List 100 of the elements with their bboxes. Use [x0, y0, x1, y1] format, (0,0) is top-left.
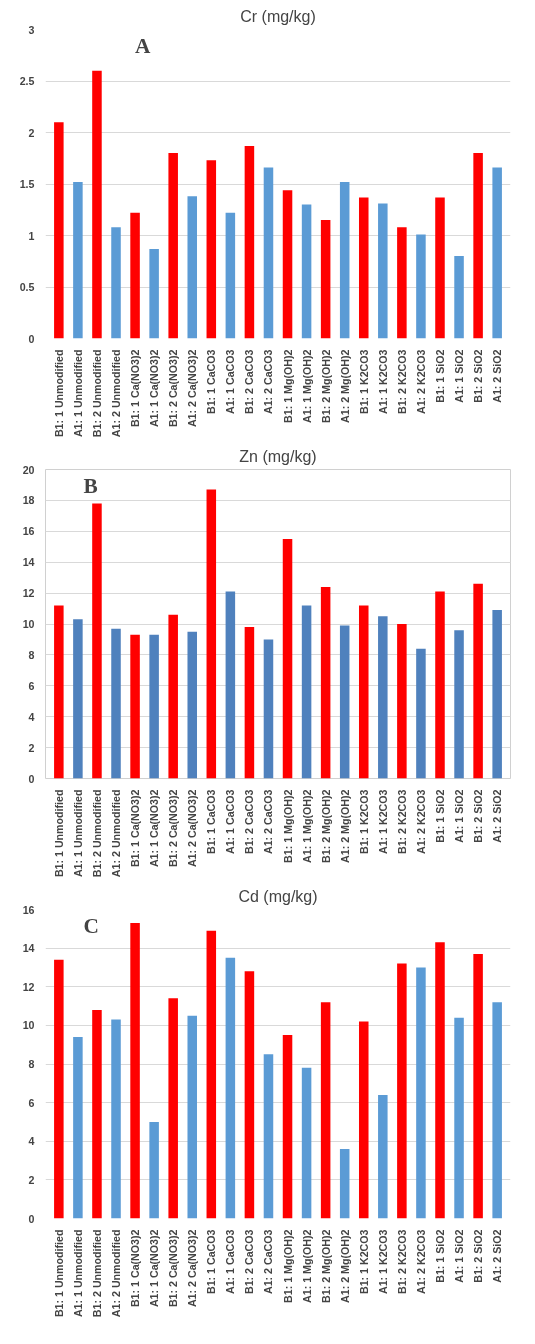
bar — [244, 145, 255, 339]
bar — [187, 196, 198, 339]
x-tick-label: B1: 1 Ca(NO3)2 — [129, 789, 142, 868]
bar — [244, 971, 255, 1219]
bar — [435, 197, 445, 339]
bar — [378, 616, 388, 779]
x-tick-label: B1: 2 SiO2 — [472, 1229, 485, 1283]
x-tick-label: B1: 1 Mg(OH)2 — [281, 1229, 294, 1303]
x-tick-label: B1: 2 Mg(OH)2 — [319, 789, 332, 863]
x-tick-label: A1: 2 Ca(NO3)2 — [186, 349, 199, 428]
bar — [244, 627, 255, 779]
y-tick-label: 4 — [28, 1135, 35, 1148]
x-tick-label: A1: 1 Ca(NO3)2 — [148, 789, 161, 868]
x-tick-label: B1: 2 K2CO3 — [395, 349, 408, 415]
x-tick-label: A1: 1 Ca(NO3)2 — [148, 349, 161, 428]
bar — [301, 204, 312, 339]
x-tick-label: A1: 2 Mg(OH)2 — [338, 349, 351, 423]
x-tick-label: B1: 1 Unmodified — [52, 349, 65, 438]
bar — [206, 489, 217, 779]
bar — [263, 639, 274, 779]
x-tick-label: A1: 2 CaCO3 — [262, 1229, 275, 1295]
bar — [149, 634, 159, 779]
x-tick-label: B1: 2 Mg(OH)2 — [319, 349, 332, 423]
bar — [130, 634, 140, 779]
x-tick-label: A1: 2 K2CO3 — [414, 1229, 427, 1295]
x-tick-label: A1: 1 SiO2 — [453, 789, 466, 843]
y-tick-label: 0.5 — [19, 281, 35, 293]
x-tick-label: A1: 1 SiO2 — [453, 349, 466, 403]
y-tick-label: 1 — [28, 229, 35, 242]
y-tick-label: 18 — [22, 494, 35, 507]
x-tick-label: A1: 1 Unmodified — [71, 1229, 84, 1318]
bar — [320, 586, 331, 779]
bar — [473, 953, 483, 1219]
bar — [54, 605, 64, 779]
bar — [358, 605, 369, 779]
x-tick-label: A1: 1 SiO2 — [453, 1229, 466, 1283]
bar — [263, 1054, 274, 1219]
bar — [473, 153, 483, 339]
x-tick-label: A1: 2 Unmodified — [110, 1229, 123, 1318]
y-tick-label: 3 — [28, 23, 35, 36]
y-tick-label: 14 — [22, 942, 35, 955]
x-tick-label: B1: 2 Ca(NO3)2 — [167, 1229, 180, 1308]
x-tick-label: A1: 1 Mg(OH)2 — [300, 349, 313, 423]
bar — [282, 539, 293, 779]
bar — [339, 181, 350, 339]
y-tick-label: 16 — [22, 903, 35, 916]
x-tick-label: B1: 1 CaCO3 — [205, 789, 218, 855]
x-tick-label: B1: 2 SiO2 — [472, 789, 485, 843]
x-tick-label: B1: 2 Unmodified — [90, 349, 103, 438]
bar — [54, 959, 64, 1219]
y-tick-label: 12 — [22, 980, 35, 993]
bar — [454, 256, 464, 339]
y-tick-label: 2 — [28, 1173, 35, 1186]
bar — [111, 628, 121, 779]
bar — [301, 605, 312, 779]
bar — [416, 234, 426, 339]
x-tick-label: B1: 2 Ca(NO3)2 — [167, 789, 180, 868]
x-tick-label: B1: 2 Mg(OH)2 — [319, 1229, 332, 1303]
bar — [92, 503, 102, 779]
x-tick-label: B1: 1 Unmodified — [52, 1229, 65, 1318]
x-tick-label: A1: 2 Unmodified — [110, 789, 123, 878]
x-tick-label: B1: 1 CaCO3 — [205, 349, 218, 415]
bar — [339, 1148, 350, 1219]
bar — [225, 212, 236, 339]
bar — [92, 70, 102, 339]
x-tick-label: B1: 2 SiO2 — [472, 349, 485, 403]
bar — [473, 583, 483, 779]
x-tick-label: A1: 1 Unmodified — [71, 789, 84, 878]
y-tick-label: 6 — [28, 1096, 35, 1109]
x-tick-label: A1: 2 CaCO3 — [262, 789, 275, 855]
bar — [168, 153, 178, 339]
x-tick-label: A1: 2 CaCO3 — [262, 349, 275, 415]
bar — [397, 624, 407, 779]
bar — [378, 1094, 388, 1219]
bar — [435, 591, 445, 779]
bar — [130, 923, 140, 1219]
bar — [149, 1121, 159, 1219]
bar — [492, 610, 502, 779]
x-tick-label: A1: 1 K2CO3 — [376, 789, 389, 855]
y-tick-label: 16 — [22, 525, 35, 538]
y-tick-label: 2.5 — [19, 75, 35, 87]
bar — [92, 1009, 102, 1219]
x-tick-label: B1: 1 K2CO3 — [357, 1229, 370, 1295]
bar — [111, 1019, 121, 1219]
bar — [73, 619, 83, 779]
x-tick-label: B1: 2 Ca(NO3)2 — [167, 349, 180, 428]
chart-title: Cd (mg/kg) — [238, 887, 318, 905]
y-tick-label: 10 — [22, 618, 35, 630]
x-tick-label: B1: 2 Unmodified — [90, 789, 103, 878]
y-tick-label: 2 — [28, 126, 35, 139]
x-tick-label: B1: 1 K2CO3 — [357, 789, 370, 855]
x-tick-label: A1: 1 K2CO3 — [376, 349, 389, 415]
bar — [492, 167, 502, 339]
x-tick-label: B1: 2 CaCO3 — [243, 349, 256, 415]
bar — [168, 998, 178, 1219]
x-tick-label: A1: 1 Unmodified — [71, 349, 84, 438]
x-tick-label: B1: 1 Mg(OH)2 — [281, 349, 294, 423]
x-tick-label: A1: 2 Ca(NO3)2 — [186, 1229, 199, 1308]
x-tick-label: A1: 1 CaCO3 — [224, 789, 237, 855]
bar — [187, 631, 198, 779]
